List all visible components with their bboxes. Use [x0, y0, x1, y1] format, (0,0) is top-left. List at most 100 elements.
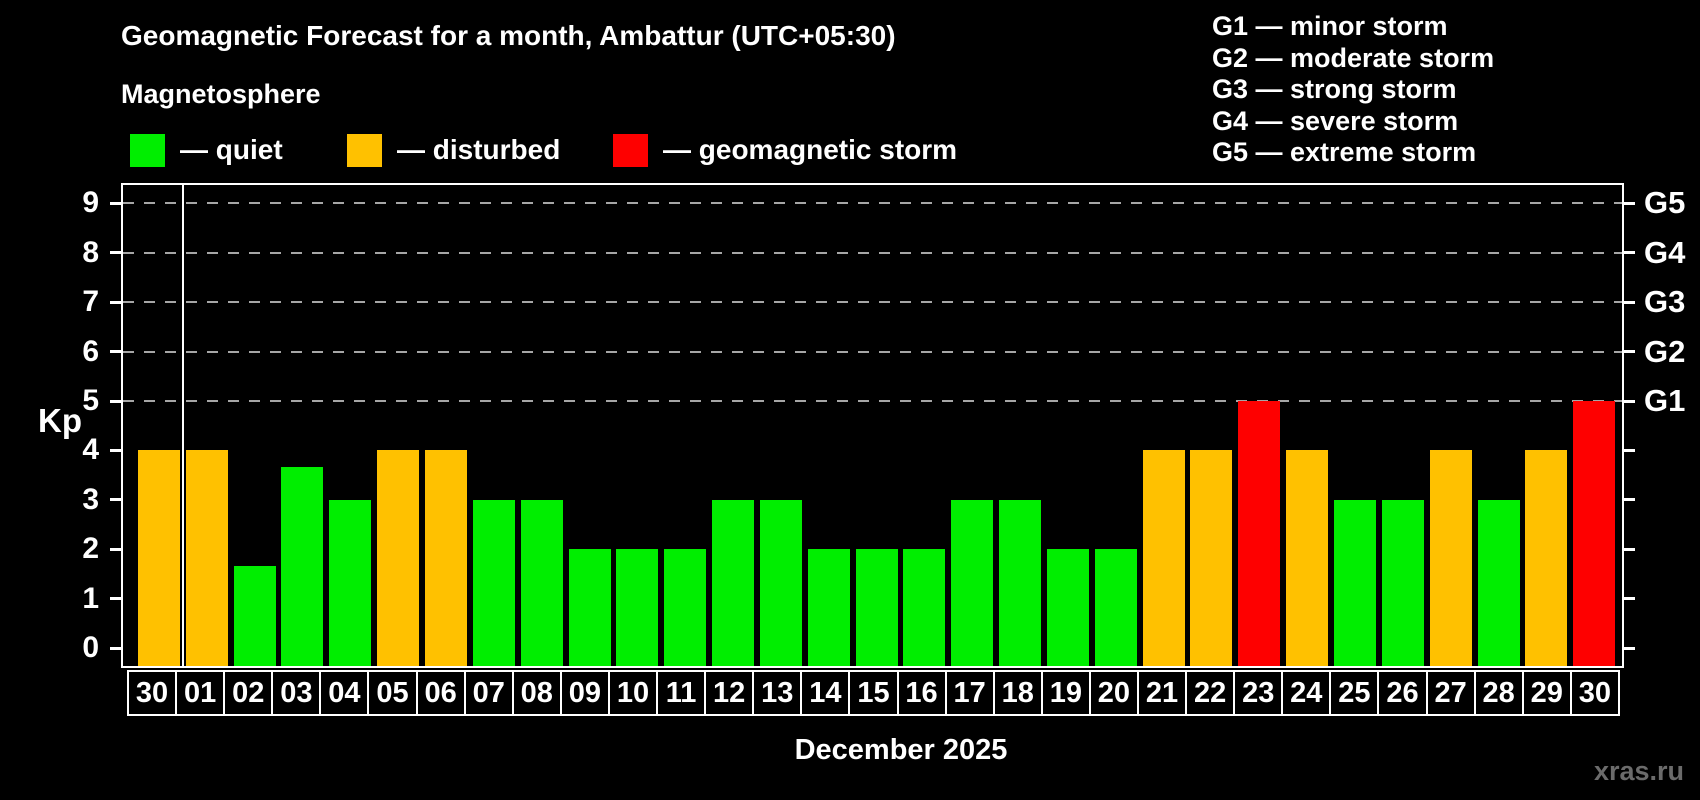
y-axis-tick-label: 6: [82, 334, 99, 368]
kp-gridline-5: [123, 400, 1622, 402]
day-label-10: 10: [607, 670, 659, 716]
bar-cell-02: [231, 185, 279, 666]
kp-gridline-6: [123, 350, 1622, 353]
day-label-12: 12: [704, 670, 755, 716]
g-axis-tick: [1624, 251, 1635, 255]
kp-bar-day-07: [472, 499, 515, 666]
bar-cell-06: [422, 185, 470, 666]
kp-bar-day-20: [1094, 549, 1137, 666]
g-axis-label-g4: G4: [1644, 234, 1686, 270]
day-label-24: 24: [1281, 670, 1332, 716]
kp-bar-day-06: [424, 450, 467, 666]
day-label-03: 03: [271, 670, 322, 716]
g-axis-label-g3: G3: [1644, 284, 1686, 320]
kp-bar-day-11: [664, 549, 707, 666]
g-scale-legend-item: G2 — moderate storm: [1212, 42, 1495, 73]
y-axis-tick: [110, 350, 121, 354]
day-label-26: 26: [1377, 670, 1428, 716]
kp-gridline-9: [123, 202, 1622, 205]
kp-bar-day-23: [1238, 401, 1281, 666]
y-axis-tick-label: 0: [82, 631, 99, 664]
kp-bar-day-10: [616, 549, 659, 666]
day-label-07: 07: [463, 670, 514, 716]
legend-item-quiet: — quiet: [130, 133, 283, 167]
y-axis-tick-label: 4: [82, 433, 99, 467]
g-axis-tick: [1624, 201, 1635, 205]
kp-bar-day-27: [1429, 450, 1472, 666]
legend-quiet-label: — quiet: [180, 134, 283, 165]
legend-disturbed-label: — disturbed: [397, 134, 561, 165]
kp-bar-day-30: [137, 450, 180, 666]
day-label-13: 13: [752, 670, 803, 716]
bar-cell-30: [135, 185, 183, 666]
kp-bar-day-01: [185, 450, 228, 666]
legend-item-disturbed: — disturbed: [347, 133, 560, 167]
kp-bar-day-03: [281, 466, 324, 666]
magnetosphere-label: Magnetosphere: [121, 79, 321, 109]
y-axis-tick-label: 3: [82, 482, 99, 516]
day-label-04: 04: [319, 670, 370, 716]
g-axis-label-g5: G5: [1644, 185, 1686, 221]
day-label-01: 01: [175, 670, 226, 716]
day-label-28: 28: [1473, 670, 1524, 716]
y-axis-tick: [110, 597, 121, 601]
g-axis-tick: [1624, 448, 1635, 452]
day-label-30: 30: [127, 670, 178, 716]
g-axis-tick: [1624, 498, 1635, 502]
bar-cell-11: [661, 185, 709, 666]
bar-cell-12: [709, 185, 757, 666]
kp-bar-day-17: [951, 499, 994, 666]
kp-bar-day-29: [1525, 450, 1568, 666]
bar-cell-27: [1427, 185, 1475, 666]
kp-bar-day-15: [855, 549, 898, 666]
y-axis-tick-label: 1: [82, 581, 99, 615]
g-axis-tick: [1624, 350, 1635, 354]
kp-gridline-7: [123, 301, 1622, 304]
bar-cell-04: [326, 185, 374, 666]
storm-swatch-icon: [613, 133, 648, 167]
kp-bar-day-28: [1477, 499, 1520, 666]
kp-bar-day-13: [759, 499, 802, 666]
y-axis-tick-label: 7: [82, 285, 99, 319]
day-label-02: 02: [223, 670, 274, 716]
day-label-08: 08: [511, 670, 562, 716]
y-axis-tick: [110, 646, 121, 650]
plot-area: 0 1 2 3 4 5 6 7 8 9 G1 G2 G3 G4 G5: [82, 183, 1685, 668]
bar-cell-13: [757, 185, 805, 666]
kp-bar-day-04: [329, 499, 372, 666]
kp-bar-day-24: [1286, 450, 1329, 666]
kp-bar-day-22: [1190, 450, 1233, 666]
y-axis-tick-label: 5: [82, 384, 99, 417]
bars-row: [123, 185, 1622, 666]
g-scale-legend: G1 — minor storm G2 — moderate storm G3 — …: [1212, 11, 1494, 169]
month-separator-line: [181, 185, 184, 666]
g-scale-legend-item: G5 — extreme storm: [1212, 137, 1477, 167]
day-label-20: 20: [1088, 670, 1139, 716]
kp-bar-day-08: [520, 499, 563, 666]
kp-bar-day-30: [1573, 401, 1616, 666]
bar-cell-01: [183, 185, 231, 666]
bar-cell-30: [1570, 185, 1618, 666]
bar-cell-09: [566, 185, 614, 666]
kp-bar-day-26: [1381, 499, 1424, 666]
g-axis-tick: [1624, 399, 1635, 403]
g-axis-label-g2: G2: [1644, 333, 1686, 369]
y-axis-tick: [110, 547, 121, 551]
day-label-21: 21: [1136, 670, 1188, 716]
y-axis-tick: [110, 448, 121, 452]
g-axis-label-g1: G1: [1644, 383, 1686, 418]
y-axis-tick-label: 9: [82, 186, 99, 220]
day-label-22: 22: [1185, 670, 1236, 716]
kp-bar-day-19: [1046, 549, 1089, 666]
disturbed-swatch-icon: [347, 133, 382, 167]
g-scale-legend-item: G3 — strong storm: [1212, 74, 1457, 104]
page-title: Geomagnetic Forecast for a month, Ambatt…: [121, 20, 896, 51]
bar-cell-14: [805, 185, 853, 666]
bar-cell-05: [374, 185, 422, 666]
legend-storm-label: — geomagnetic storm: [663, 134, 958, 165]
kp-axis-label: Kp: [38, 402, 82, 439]
day-label-14: 14: [800, 670, 851, 716]
x-axis-labels: 30 01 02 03 04 05 06 07 08 09 10 11 12 13 14 15 16 17 18 19…: [127, 670, 1620, 716]
bar-cell-17: [948, 185, 996, 666]
plot-inner: 0 1 2 3 4 5 6 7 8 9 G1 G2 G3 G4 G5: [82, 185, 1685, 666]
